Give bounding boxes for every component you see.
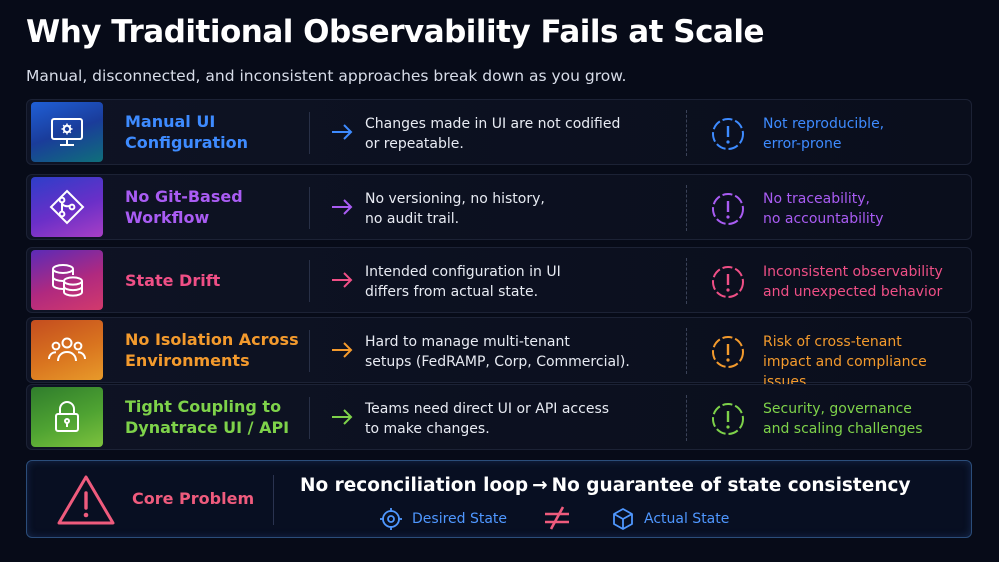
page-title: Why Traditional Observability Fails at S… [26,14,765,50]
arrow-right-icon [332,272,353,288]
problem-name: Manual UI Configuration [125,112,249,152]
problem-description: No versioning, no history, no audit trail… [365,191,545,227]
problem-name: State Drift [125,271,221,290]
problem-row-isolation: No Isolation Across Environments Hard to … [26,317,972,390]
alert-circle-icon [712,403,744,435]
divider [273,475,274,525]
problem-impact: No traceability, no accountability [763,191,884,227]
arrow-right-icon [332,409,353,425]
git-branch-icon [31,177,103,237]
dashed-divider [686,185,687,231]
actual-state: Actual State [611,507,729,531]
not-equal-icon [545,506,569,530]
problem-row-manual-ui: Manual UI Configuration Changes made in U… [26,99,972,165]
alert-circle-icon [712,266,744,298]
problem-impact: Not reproducible, error-prone [763,116,885,152]
dashed-divider [686,395,687,441]
users-group-icon [31,320,103,380]
target-icon [380,508,402,530]
problem-description: Changes made in UI are not codified or re… [365,116,621,152]
problem-name: No Git-Based Workflow [125,187,243,227]
arrow-right-icon [332,124,353,140]
divider [309,397,310,439]
database-icon [31,250,103,310]
dashed-divider [686,110,687,156]
problem-impact: Risk of cross-tenant impact and complianc… [763,334,927,390]
page-subtitle: Manual, disconnected, and inconsistent a… [26,67,627,85]
problem-description: Teams need direct UI or API access to mak… [365,401,610,437]
problem-impact: Security, governance and scaling challeng… [763,401,923,437]
core-problem-panel: Core Problem No reconciliation loop → No g… [26,460,972,538]
divider [309,260,310,302]
core-problem-statement: No reconciliation loop → No guarantee of s… [300,475,911,496]
alert-circle-icon [712,336,744,368]
divider [309,330,310,372]
monitor-gear-icon [31,102,103,162]
problem-row-git-workflow: No Git-Based Workflow No versioning, no h… [26,174,972,240]
divider [309,187,310,229]
arrow-right-icon [332,342,353,358]
desired-state: Desired State [379,507,507,531]
problem-row-state-drift: State Drift Intended configuration in UI… [26,247,972,313]
core-problem-label: Core Problem [132,489,255,508]
alert-circle-icon [712,193,744,225]
problem-description: Intended configuration in UI differs from… [365,264,561,300]
problem-impact: Inconsistent observability and unexpected… [763,264,943,300]
dashed-divider [686,328,687,374]
divider [309,112,310,154]
warning-triangle-icon [57,475,115,525]
arrow-right-icon [332,199,353,215]
lock-icon [31,387,103,447]
cube-icon [613,508,633,530]
problem-description: Hard to manage multi-tenant setups (FedRA… [365,334,630,370]
problem-name: Tight Coupling to Dynatrace UI / API [125,397,290,437]
problem-name: No Isolation Across Environments [125,330,299,370]
alert-circle-icon [712,118,744,150]
dashed-divider [686,258,687,304]
problem-row-tight-coupling: Tight Coupling to Dynatrace UI / API Team… [26,384,972,450]
arrow-right-icon: → [532,475,548,496]
